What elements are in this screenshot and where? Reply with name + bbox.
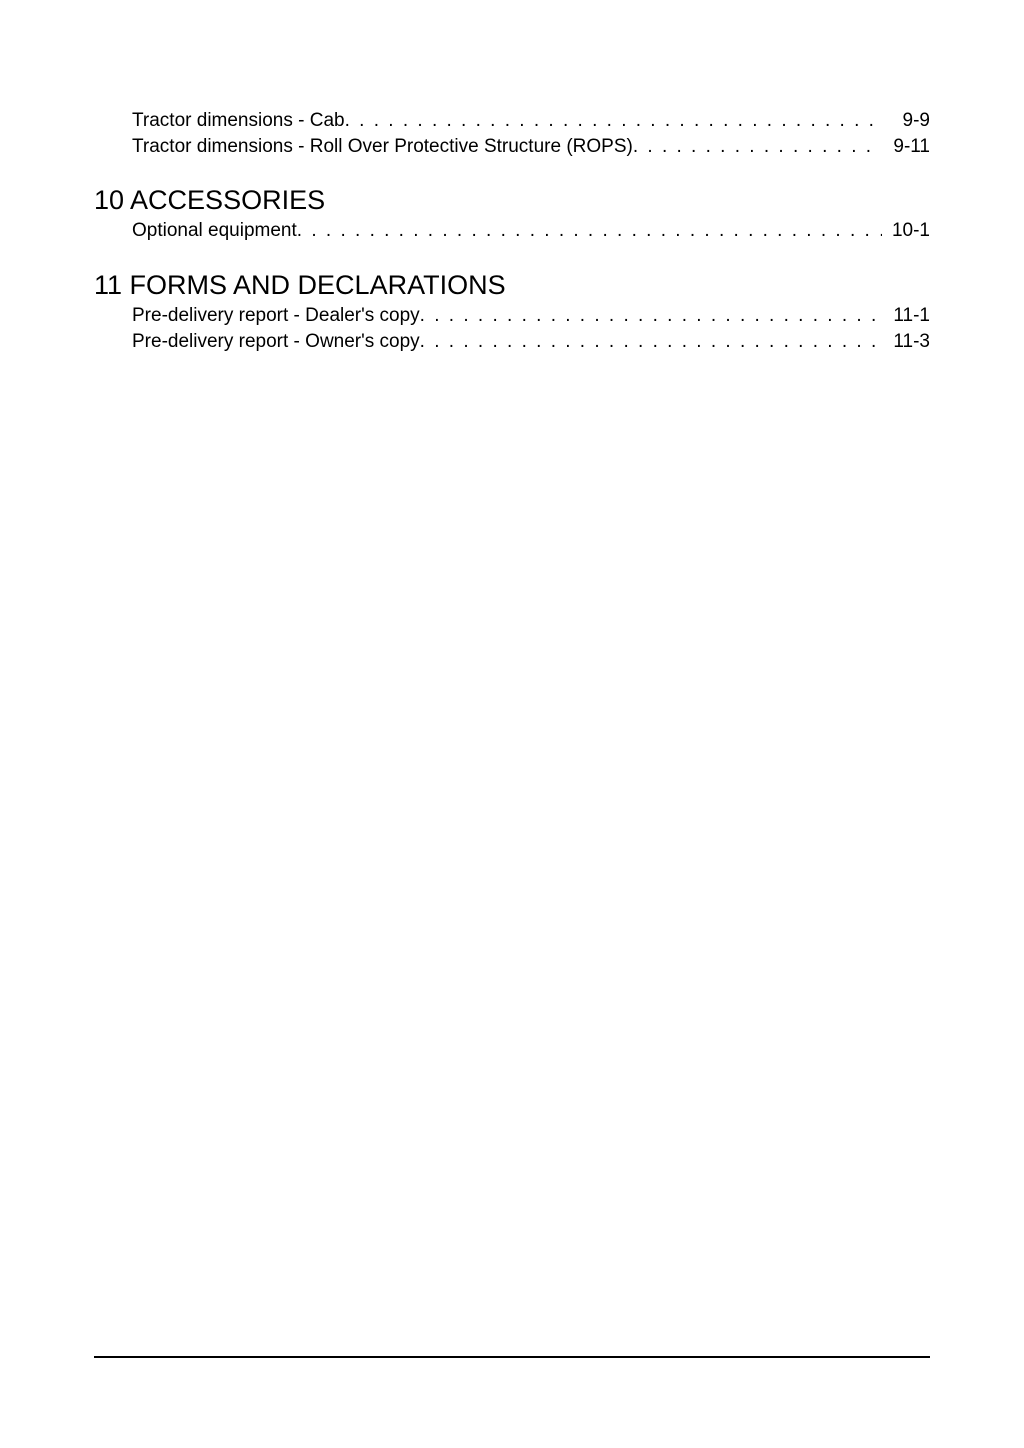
dot-leader: [420, 329, 882, 355]
toc-entry-page: 9-9: [882, 108, 930, 134]
toc-entry-label: Tractor dimensions - Roll Over Protectiv…: [132, 134, 633, 160]
toc-entry-label: Pre-delivery report - Dealer's copy: [132, 303, 420, 329]
dot-leader: [297, 218, 882, 244]
footer-rule: [94, 1356, 930, 1358]
toc-entry: Pre-delivery report - Owner's copy 11-3: [94, 329, 930, 355]
toc-entry-page: 10-1: [882, 218, 930, 244]
toc-entry: Optional equipment 10-1: [94, 218, 930, 244]
toc-entry-page: 11-3: [882, 329, 930, 355]
toc-entry: Tractor dimensions - Cab 9-9: [94, 108, 930, 134]
toc-entry-page: 9-11: [882, 134, 930, 160]
toc-entry-label: Tractor dimensions - Cab: [132, 108, 345, 134]
toc-entry-label: Pre-delivery report - Owner's copy: [132, 329, 420, 355]
toc-entry: Tractor dimensions - Roll Over Protectiv…: [94, 134, 930, 160]
dot-leader: [420, 303, 882, 329]
dot-leader: [633, 134, 882, 160]
dot-leader: [345, 108, 882, 134]
section-heading: 11 FORMS AND DECLARATIONS: [94, 268, 930, 303]
toc-entry: Pre-delivery report - Dealer's copy 11-1: [94, 303, 930, 329]
toc-section: 11 FORMS AND DECLARATIONS Pre-delivery r…: [94, 268, 930, 354]
toc-orphan-block: Tractor dimensions - Cab 9-9 Tractor dim…: [94, 108, 930, 159]
toc-section: 10 ACCESSORIES Optional equipment 10-1: [94, 183, 930, 244]
toc-entry-label: Optional equipment: [132, 218, 297, 244]
section-heading: 10 ACCESSORIES: [94, 183, 930, 218]
toc-entry-page: 11-1: [882, 303, 930, 329]
